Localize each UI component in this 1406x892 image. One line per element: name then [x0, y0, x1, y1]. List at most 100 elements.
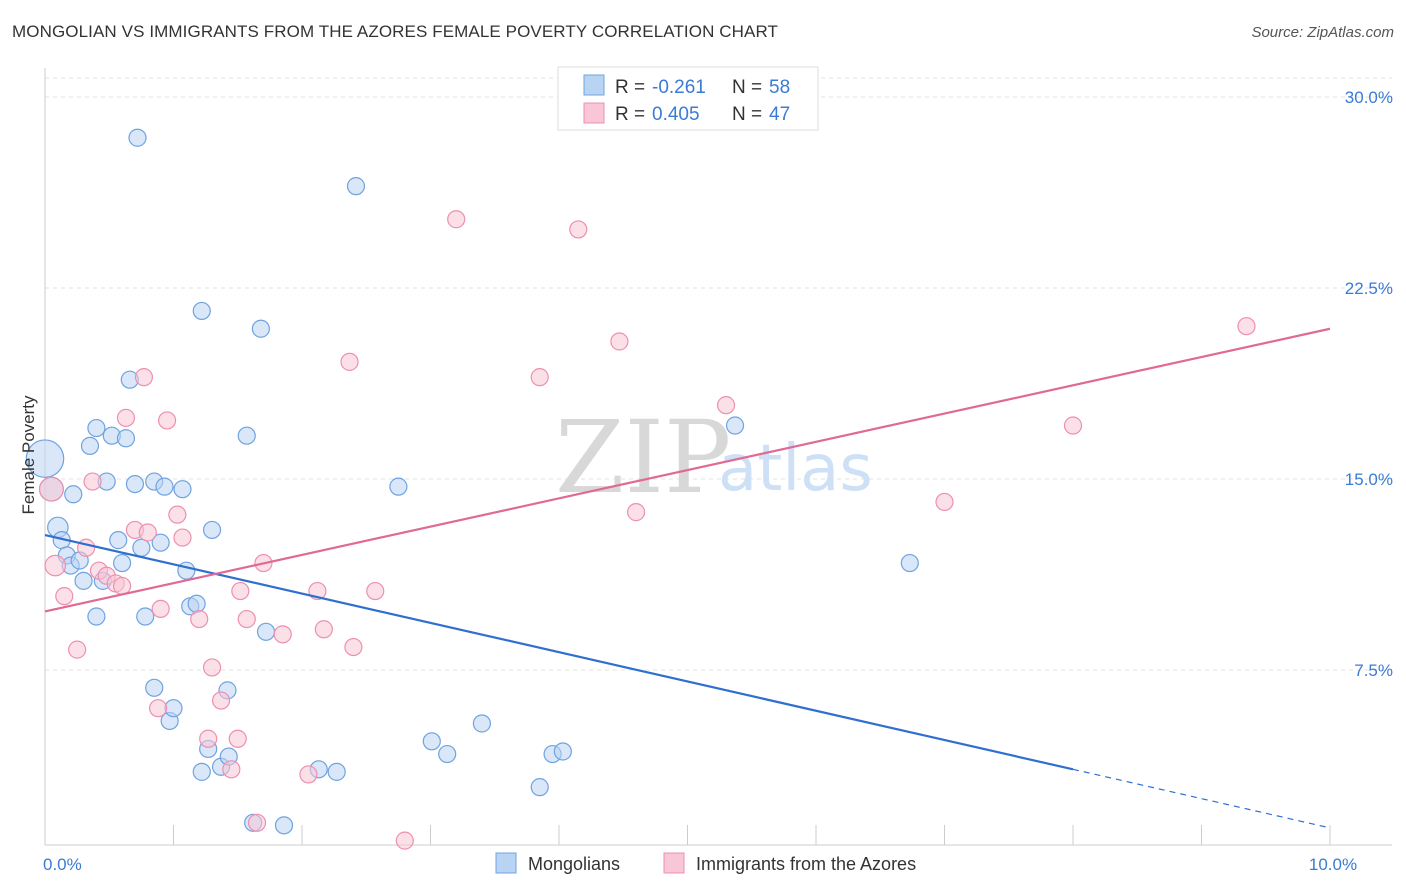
- mongolians-trend-extension: [1072, 768, 1331, 829]
- azores-point: [148, 699, 168, 718]
- mongolians-point: [327, 762, 346, 781]
- y-tick-label: 7.5%: [1354, 661, 1393, 680]
- legend-r-label-2: R =: [615, 104, 645, 125]
- azores-point: [231, 581, 250, 601]
- mongolians-point: [192, 301, 211, 321]
- mongolians-point: [202, 520, 222, 540]
- azores-point: [273, 625, 292, 644]
- mongolians-point: [164, 699, 183, 718]
- azores-point: [77, 538, 96, 557]
- azores-point: [173, 528, 192, 547]
- azores-point: [530, 368, 549, 387]
- y-tick-label: 15.0%: [1345, 470, 1393, 489]
- watermark: ZIP atlas: [555, 399, 873, 516]
- legend-n-label-2: N =: [732, 104, 762, 125]
- mongolians-point: [87, 607, 106, 626]
- azores-point: [38, 476, 64, 502]
- bottom-legend-swatch-azores: [663, 852, 685, 874]
- data-points: [25, 128, 1256, 850]
- mongolians-point: [900, 553, 919, 573]
- legend-r-label-1: R =: [615, 77, 645, 98]
- mongolians-point: [389, 477, 408, 496]
- azores-point: [299, 765, 318, 784]
- legend-r-value-2: 0.405: [652, 104, 700, 125]
- bottom-legend: Mongolians Immigrants from the Azores: [495, 852, 916, 874]
- chart-source: Source: ZipAtlas.com: [1251, 24, 1394, 41]
- y-axis-label: Female Poverty: [19, 395, 38, 515]
- azores-point: [138, 523, 157, 542]
- legend: R = -0.261 N = 58 R = 0.405 N = 47: [557, 66, 819, 131]
- azores-point: [340, 352, 359, 371]
- azores-point: [222, 760, 241, 779]
- watermark-zip: ZIP: [555, 399, 731, 516]
- y-tick-label: 30.0%: [1345, 88, 1393, 107]
- mongolians-point: [132, 538, 151, 557]
- azores-point: [395, 831, 414, 850]
- azores-point: [134, 368, 154, 387]
- legend-swatch-azores: [583, 102, 605, 124]
- azores-point: [626, 503, 646, 522]
- azores-trend-line: [44, 327, 1331, 613]
- bottom-legend-swatch-mongolians: [495, 852, 517, 874]
- azores-point: [935, 492, 954, 512]
- mongolians-point: [125, 474, 145, 494]
- azores-point: [112, 576, 132, 596]
- mongolians-point: [74, 571, 93, 590]
- mongolians-point: [112, 553, 132, 573]
- mongolians-point: [237, 426, 256, 445]
- azores-point: [151, 599, 170, 618]
- mongolians-point: [136, 607, 155, 626]
- azores-point: [228, 729, 247, 748]
- azores-point: [116, 408, 136, 427]
- azores-point: [44, 554, 67, 577]
- azores-point: [202, 658, 222, 677]
- azores-point: [237, 609, 256, 629]
- azores-point: [366, 581, 385, 601]
- mongolians-point: [553, 742, 572, 761]
- mongolians-point: [725, 416, 745, 435]
- legend-n-value-2: 47: [769, 104, 790, 125]
- legend-n-label-1: N =: [732, 77, 762, 98]
- azores-point: [610, 332, 629, 351]
- trend-lines: [44, 327, 1331, 829]
- azores-point: [247, 813, 267, 832]
- azores-point: [190, 609, 209, 629]
- mongolians-point: [116, 429, 136, 448]
- azores-point: [314, 620, 333, 639]
- legend-swatch-mongolians: [583, 74, 605, 96]
- azores-point: [157, 411, 177, 430]
- mongolians-trend-line: [44, 533, 1074, 771]
- azores-point: [1063, 416, 1083, 435]
- mongolians-point: [256, 622, 276, 641]
- mongolians-point: [346, 177, 366, 196]
- mongolians-point: [109, 531, 128, 550]
- mongolians-point: [251, 319, 270, 338]
- azores-point: [447, 210, 466, 229]
- mongolians-point: [438, 744, 457, 764]
- watermark-atlas: atlas: [718, 432, 873, 506]
- mongolians-point: [128, 128, 147, 147]
- azores-point: [68, 640, 87, 659]
- azores-point: [569, 220, 588, 239]
- mongolians-point: [80, 436, 100, 455]
- mongolians-point: [155, 477, 174, 496]
- azores-point: [168, 505, 187, 524]
- mongolians-point: [25, 439, 65, 478]
- x-tick-label: 10.0%: [1309, 855, 1357, 874]
- mongolians-point: [64, 485, 83, 504]
- azores-point: [199, 729, 218, 748]
- azores-point: [211, 691, 231, 710]
- x-tick-label: 0.0%: [43, 855, 82, 874]
- legend-n-value-1: 58: [769, 77, 790, 98]
- azores-point: [83, 472, 102, 491]
- chart-title: MONGOLIAN VS IMMIGRANTS FROM THE AZORES …: [12, 22, 779, 41]
- y-tick-label: 22.5%: [1345, 279, 1393, 298]
- mongolians-point: [177, 561, 196, 580]
- mongolians-point: [472, 714, 491, 733]
- tick-labels: 7.5% 15.0% 22.5% 30.0% 0.0% 10.0%: [43, 88, 1393, 874]
- legend-r-value-1: -0.261: [652, 77, 706, 98]
- mongolians-point: [187, 594, 206, 613]
- azores-point: [1237, 317, 1256, 336]
- bottom-legend-label-mongolians: Mongolians: [528, 854, 620, 874]
